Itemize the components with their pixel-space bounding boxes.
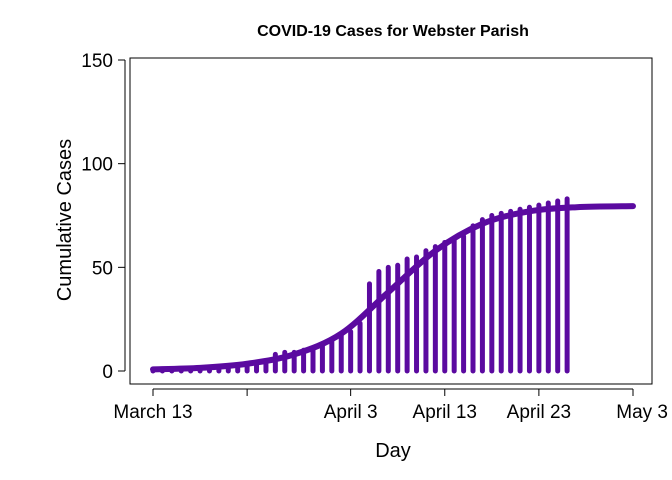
x-tick-label: May 3	[616, 402, 668, 423]
fitted-curve-line	[150, 203, 636, 373]
x-axis: March 13 April 3 April 13 April 23 May 3	[113, 388, 668, 423]
y-tick-label: 100	[81, 155, 113, 176]
x-axis-label: Day	[375, 440, 411, 462]
plot-area-frame	[129, 57, 653, 385]
y-tick-label: 50	[92, 258, 113, 279]
x-tick-label: March 13	[113, 402, 192, 423]
y-axis-label: Cumulative Cases	[54, 139, 76, 301]
x-tick-label: April 13	[413, 402, 477, 423]
chart-title: COVID-19 Cases for Webster Parish	[257, 23, 529, 40]
x-tick-label: April 23	[507, 402, 571, 423]
y-axis: 0 50 100 150	[81, 51, 126, 383]
x-tick-label: April 3	[324, 402, 378, 423]
y-tick-label: 0	[102, 362, 113, 383]
histogram-series	[150, 196, 570, 374]
y-tick-label: 150	[81, 51, 113, 72]
